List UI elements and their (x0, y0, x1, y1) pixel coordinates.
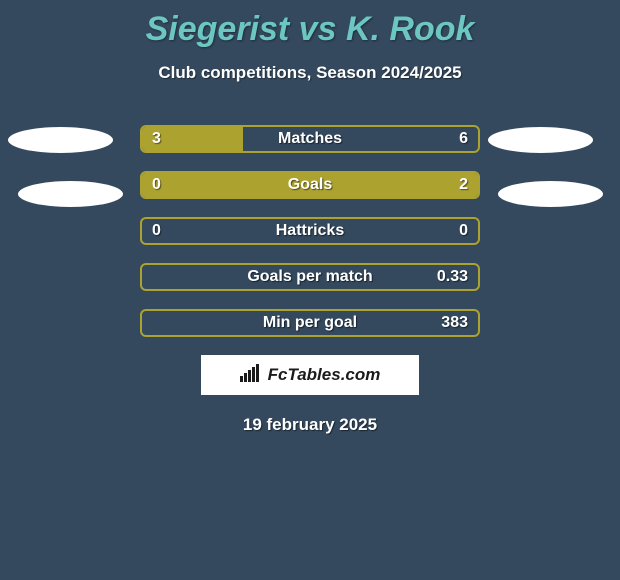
stat-right-value: 0 (459, 219, 468, 243)
stat-row: 0 Hattricks 0 (0, 217, 620, 245)
stat-right-value: 2 (459, 173, 468, 197)
stat-right-value: 6 (459, 127, 468, 151)
stat-left-value: 0 (152, 173, 161, 197)
page-title: Siegerist vs K. Rook (0, 0, 620, 49)
stat-label: Hattricks (142, 219, 478, 243)
stat-label: Min per goal (142, 311, 478, 335)
bar-track: Goals per match 0.33 (140, 263, 480, 291)
stat-right-value: 383 (441, 311, 468, 335)
page-subtitle: Club competitions, Season 2024/2025 (0, 63, 620, 83)
stat-label: Goals per match (142, 265, 478, 289)
stat-row: 0 Goals 2 (0, 171, 620, 199)
stat-left-value: 0 (152, 219, 161, 243)
bar-right (142, 173, 478, 197)
stat-left-value: 3 (152, 127, 161, 151)
bar-track: 0 Goals 2 (140, 171, 480, 199)
date-label: 19 february 2025 (0, 415, 620, 435)
bar-track: 3 Matches 6 (140, 125, 480, 153)
stat-row: Min per goal 383 (0, 309, 620, 337)
brand-box[interactable]: FcTables.com (201, 355, 419, 395)
bar-track: 0 Hattricks 0 (140, 217, 480, 245)
comparison-chart: 3 Matches 6 0 Goals 2 0 Hattricks 0 Goal… (0, 125, 620, 337)
bars-icon (240, 364, 262, 387)
stat-row: Goals per match 0.33 (0, 263, 620, 291)
stat-right-value: 0.33 (437, 265, 468, 289)
bar-track: Min per goal 383 (140, 309, 480, 337)
stat-row: 3 Matches 6 (0, 125, 620, 153)
brand-text: FcTables.com (268, 365, 381, 385)
